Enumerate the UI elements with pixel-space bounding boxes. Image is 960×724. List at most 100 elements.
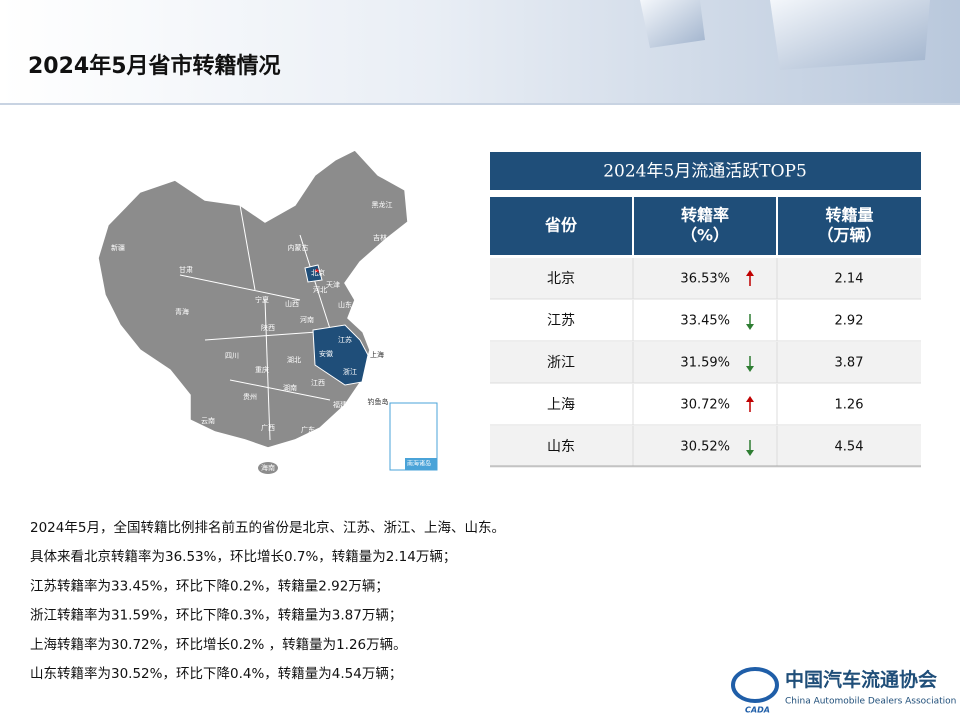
volume: 3.87 <box>835 356 864 371</box>
map-label: 河北 <box>313 286 327 294</box>
row-bg <box>490 384 921 425</box>
map-highlight <box>304 264 323 283</box>
map-label: 澳门 <box>298 449 312 458</box>
map-label: 天津 <box>326 281 340 289</box>
body-text: 江苏转籍率为33.45%，环比下降0.2%，转籍量2.92万辆； <box>30 577 389 594</box>
map-label: 黑龙江 <box>372 200 393 209</box>
map-label: 台湾 <box>363 405 377 414</box>
row-bg <box>490 426 921 467</box>
map-label: 青海 <box>175 307 189 316</box>
map-label: 新疆 <box>111 243 125 252</box>
map-label: 上海 <box>370 350 384 359</box>
logo-english: China Automobile Dealers Association <box>785 697 956 707</box>
logo-name: 中国汽车流通协会 <box>785 668 937 691</box>
province: 北京 <box>547 271 575 287</box>
header-text: （%） <box>681 226 729 245</box>
map-label: 重庆 <box>255 365 269 374</box>
map-label: 陕西 <box>261 323 275 332</box>
logo-mark <box>731 667 779 703</box>
map-label: 广西 <box>261 423 275 432</box>
body-text: 山东转籍率为30.52%，环比下降0.4%，转籍量为4.54万辆； <box>30 665 402 682</box>
header-text: （万辆） <box>817 226 881 245</box>
row-bg <box>490 300 921 341</box>
map-label: 福建 <box>333 400 347 409</box>
row-bg <box>490 258 921 299</box>
map-label: 山东 <box>338 300 352 309</box>
map <box>97 149 438 474</box>
map-label: 钓鱼岛 <box>368 397 389 406</box>
map-label: 吉林 <box>373 233 387 242</box>
map-label: 四川 <box>225 352 239 360</box>
table-title-bar <box>490 152 921 190</box>
trend-arrow <box>746 396 754 412</box>
table-title: 2024年5月流通活跃TOP5 <box>603 162 807 182</box>
province: 江苏 <box>547 313 575 329</box>
map-hainan <box>258 462 278 474</box>
header-cell <box>634 197 776 255</box>
map-borders <box>179 204 346 441</box>
map-label: 湖南 <box>283 383 297 392</box>
logo-abbr: CADA <box>745 706 770 715</box>
rate: 30.52% <box>680 440 730 455</box>
province: 上海 <box>547 397 575 413</box>
map-china <box>97 149 409 449</box>
capital-star <box>314 268 320 273</box>
header-text: 转籍量 <box>825 206 873 225</box>
arrow-head <box>746 450 754 456</box>
map-label: 河南 <box>300 315 314 324</box>
header-text: 转籍率 <box>681 206 729 225</box>
trend-arrow <box>746 270 754 286</box>
map-label: 甘肃 <box>179 265 193 274</box>
volume: 4.54 <box>835 440 864 455</box>
map-label: 贵州 <box>243 392 257 401</box>
trend-arrow <box>746 440 754 456</box>
map-label: 海南 <box>261 463 275 472</box>
map-label: 西藏 <box>103 335 117 344</box>
title: 2024年5月省市转籍情况 <box>28 53 281 79</box>
map-label: 江西 <box>311 379 325 387</box>
header-text: 省份 <box>544 216 578 235</box>
map-label: 云南 <box>201 416 215 425</box>
body-text: 具体来看北京转籍率为36.53%，环比增长0.7%，转籍量为2.14万辆； <box>30 548 456 565</box>
trend-arrow <box>746 356 754 372</box>
map-label: 山西 <box>285 299 299 308</box>
volume: 2.92 <box>835 314 864 329</box>
body-text: 上海转籍率为30.72%，环比增长0.2% ，转籍量为1.26万辆。 <box>30 636 407 653</box>
map-label: 北京 <box>311 268 325 277</box>
arrow-head <box>746 366 754 372</box>
arrow-head <box>746 270 754 276</box>
body-text: 2024年5月，全国转籍比例排名前五的省份是北京、江苏、浙江、上海、山东。 <box>30 519 505 536</box>
volume: 1.26 <box>835 398 864 413</box>
map-label: 安徽 <box>319 349 333 358</box>
map-highlight <box>312 324 369 386</box>
province: 山东 <box>547 439 575 455</box>
decor <box>640 0 705 48</box>
map-label: 湖北 <box>287 355 301 364</box>
map-label: 辽宁 <box>363 257 377 266</box>
trend-arrow <box>746 314 754 330</box>
rate: 30.72% <box>680 398 730 413</box>
map-label: 南海诸岛 <box>407 460 431 468</box>
body-text: 浙江转籍率为31.59%，环比下降0.3%，转籍量为3.87万辆； <box>30 607 402 624</box>
row-bg <box>490 342 921 383</box>
header-rule <box>0 103 960 105</box>
arrow-head <box>746 396 754 402</box>
volume: 2.14 <box>835 272 864 287</box>
map-label: 广东 <box>301 425 315 434</box>
province: 浙江 <box>547 355 575 371</box>
map-inset-tag <box>405 458 437 470</box>
map-label: 宁夏 <box>255 295 269 304</box>
header-cell <box>778 197 921 255</box>
rate: 33.45% <box>680 314 730 329</box>
logo: CADA 中国汽车流通协会 China Automobile Dealers A… <box>731 667 956 715</box>
map-label: 江苏 <box>338 335 352 344</box>
rate: 31.59% <box>680 356 730 371</box>
rate: 36.53% <box>680 272 730 287</box>
map-label: 内蒙古 <box>288 243 309 252</box>
map-label: 香港 <box>325 441 339 450</box>
header-cell <box>490 197 632 255</box>
decor <box>770 0 930 70</box>
map-label: 浙江 <box>343 367 357 376</box>
arrow-head <box>746 324 754 330</box>
